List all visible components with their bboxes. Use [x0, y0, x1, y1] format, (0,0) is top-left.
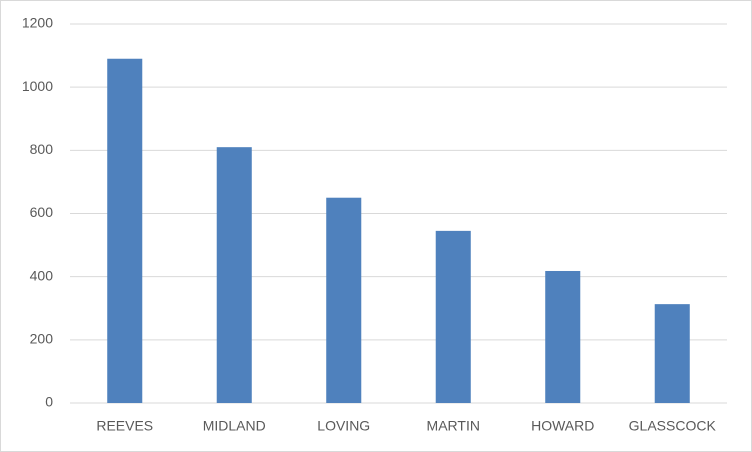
x-tick-label: MIDLAND: [203, 418, 266, 434]
y-tick-label: 1200: [22, 15, 53, 31]
bar: [326, 197, 362, 403]
y-tick-label: 1000: [22, 78, 53, 94]
y-tick-label: 0: [45, 394, 53, 410]
y-tick-label: 200: [30, 331, 54, 347]
bar: [435, 230, 471, 403]
bar: [216, 147, 252, 403]
bar: [545, 270, 581, 403]
x-tick-label: LOVING: [317, 418, 370, 434]
y-tick-label: 400: [30, 267, 54, 283]
y-tick-label: 600: [30, 204, 54, 220]
bar: [107, 58, 143, 403]
x-tick-label: MARTIN: [427, 418, 480, 434]
y-tick-label: 800: [30, 141, 54, 157]
x-tick-label: GLASSCOCK: [629, 418, 717, 434]
bar: [654, 304, 690, 403]
x-tick-label: REEVES: [96, 418, 153, 434]
x-tick-label: HOWARD: [531, 418, 594, 434]
